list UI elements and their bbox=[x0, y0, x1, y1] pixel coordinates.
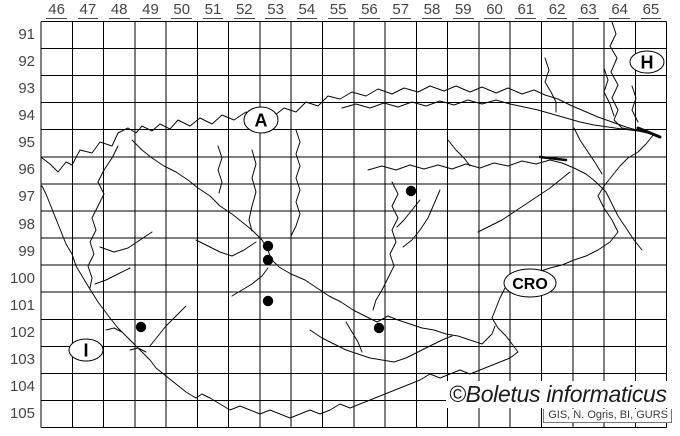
row-label-103: 103 bbox=[9, 350, 35, 368]
row-label-92: 92 bbox=[18, 53, 35, 71]
row-label-101: 101 bbox=[9, 296, 35, 314]
river-path bbox=[217, 145, 223, 194]
river-thick-segment bbox=[636, 126, 662, 139]
country-ellipse bbox=[68, 338, 104, 362]
column-label-52: 52 bbox=[233, 1, 255, 19]
row-label-98: 98 bbox=[18, 215, 35, 233]
row-label-93: 93 bbox=[18, 80, 35, 98]
row-label-95: 95 bbox=[18, 134, 35, 152]
border-path bbox=[41, 85, 655, 173]
row-label-97: 97 bbox=[18, 188, 35, 206]
border-path bbox=[609, 21, 641, 132]
country-label-text: H bbox=[641, 52, 654, 72]
country-label-text: I bbox=[83, 340, 88, 360]
country-ellipse bbox=[503, 268, 557, 298]
column-label-57: 57 bbox=[390, 1, 412, 19]
coastline-path bbox=[87, 285, 197, 399]
occurrence-dot bbox=[373, 322, 385, 334]
occurrence-points bbox=[135, 185, 417, 334]
occurrence-dot bbox=[262, 240, 274, 252]
country-label-text: CRO bbox=[512, 276, 548, 293]
column-label-46: 46 bbox=[46, 1, 67, 19]
occurrence-dot bbox=[135, 321, 147, 333]
credits-text: GIS, N. Ogris, BI, GURS bbox=[543, 409, 672, 423]
column-label-47: 47 bbox=[77, 1, 99, 19]
river-network bbox=[41, 21, 662, 419]
coastline-path bbox=[129, 347, 147, 353]
row-label-94: 94 bbox=[18, 107, 35, 125]
occurrence-dot bbox=[405, 185, 417, 197]
river-path bbox=[290, 129, 301, 237]
column-label-54: 54 bbox=[296, 1, 318, 19]
river-path bbox=[396, 199, 421, 228]
river-path bbox=[573, 127, 603, 175]
country-label-h: H bbox=[629, 50, 665, 74]
row-label-91: 91 bbox=[18, 25, 35, 43]
row-label-100: 100 bbox=[9, 269, 35, 287]
river-path bbox=[631, 85, 639, 123]
border-path bbox=[41, 185, 89, 287]
river-path bbox=[309, 329, 453, 363]
river-path bbox=[94, 267, 131, 285]
river-path bbox=[345, 321, 363, 353]
occurrence-dot bbox=[262, 254, 274, 266]
column-label-53: 53 bbox=[265, 1, 286, 19]
river-path bbox=[149, 305, 187, 347]
river-path bbox=[87, 145, 119, 289]
river-path bbox=[367, 159, 643, 251]
river-path bbox=[372, 181, 399, 311]
column-label-64: 64 bbox=[609, 1, 630, 19]
river-path bbox=[131, 139, 496, 345]
column-label-58: 58 bbox=[421, 1, 443, 19]
occurrence-dot bbox=[262, 295, 274, 307]
column-label-48: 48 bbox=[108, 1, 130, 19]
river-path bbox=[603, 67, 615, 117]
column-label-51: 51 bbox=[202, 1, 224, 19]
country-label-cro: CRO bbox=[503, 268, 557, 298]
row-label-105: 105 bbox=[9, 405, 35, 423]
river-path bbox=[99, 231, 153, 253]
column-label-50: 50 bbox=[171, 1, 193, 19]
country-ellipse bbox=[629, 50, 665, 74]
river-path bbox=[447, 139, 471, 167]
river-path bbox=[341, 99, 653, 135]
column-label-61: 61 bbox=[515, 1, 537, 19]
column-label-55: 55 bbox=[327, 1, 349, 19]
country-label-a: A bbox=[243, 106, 279, 134]
river-path bbox=[544, 57, 557, 113]
country-labels: A H CRO I bbox=[68, 50, 665, 362]
column-label-62: 62 bbox=[546, 1, 568, 19]
grid bbox=[40, 20, 668, 429]
column-label-56: 56 bbox=[359, 1, 380, 19]
river-path bbox=[477, 171, 571, 233]
column-label-63: 63 bbox=[578, 1, 599, 19]
river-path bbox=[195, 239, 257, 257]
watermark-text: ©Boletus informaticus bbox=[446, 381, 670, 408]
row-label-102: 102 bbox=[9, 323, 35, 341]
column-label-65: 65 bbox=[640, 1, 662, 19]
column-label-49: 49 bbox=[140, 1, 161, 19]
river-path bbox=[402, 189, 441, 248]
country-label-text: A bbox=[255, 110, 268, 130]
country-label-i: I bbox=[68, 338, 104, 362]
row-label-104: 104 bbox=[9, 377, 35, 395]
border-path bbox=[195, 133, 655, 419]
river-thick-segment bbox=[538, 155, 568, 162]
row-label-96: 96 bbox=[18, 161, 35, 179]
row-label-99: 99 bbox=[18, 242, 35, 260]
column-label-59: 59 bbox=[452, 1, 474, 19]
river-path bbox=[231, 267, 269, 297]
coastline-path bbox=[105, 327, 123, 333]
country-ellipse bbox=[243, 106, 279, 134]
column-label-60: 60 bbox=[484, 1, 505, 19]
river-path bbox=[248, 149, 257, 232]
